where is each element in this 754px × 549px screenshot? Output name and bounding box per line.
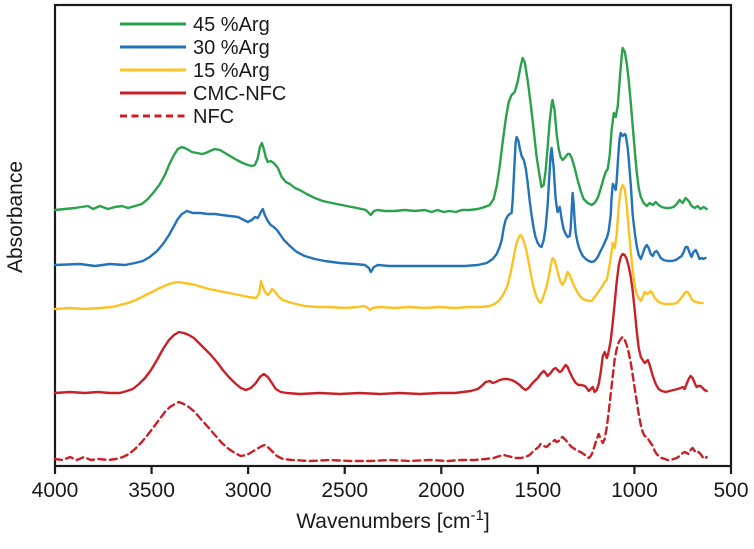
- x-tick-label: 500: [713, 479, 748, 502]
- legend-item: 15 %Arg: [120, 60, 270, 82]
- y-axis-title: Absorbance: [4, 161, 27, 273]
- series-curve-0: [53, 46, 708, 217]
- x-tick-label: 3000: [225, 479, 272, 502]
- legend-label: 30 %Arg: [193, 37, 270, 59]
- x-tick-label: 2000: [418, 479, 465, 502]
- series-curve-4: [53, 335, 708, 463]
- x-tick-label: 3500: [128, 479, 175, 502]
- x-tick-label: 2500: [321, 479, 368, 502]
- x-axis-title: Wavenumbers [cm-1]: [296, 507, 489, 533]
- series-curve-1: [53, 131, 707, 274]
- spectra-curves: [53, 46, 708, 463]
- legend-label: 45 %Arg: [193, 14, 270, 36]
- plot-frame: [53, 3, 733, 468]
- x-tick-label: 4000: [32, 479, 79, 502]
- legend-item: 30 %Arg: [120, 37, 270, 59]
- legend-label: NFC: [193, 106, 234, 128]
- series-curve-3: [53, 252, 708, 396]
- x-axis-ticks: 4000 3500 3000 2500 2000 1500 1000 500: [32, 466, 749, 502]
- legend-label: CMC-NFC: [193, 83, 286, 105]
- legend-item: NFC: [120, 106, 234, 128]
- series-curve-2: [53, 183, 704, 312]
- superscript-minus-one: -1: [471, 507, 484, 524]
- legend-label: 15 %Arg: [193, 60, 270, 82]
- legend-item: 45 %Arg: [120, 14, 270, 36]
- x-tick-label: 1500: [514, 479, 561, 502]
- legend-item: CMC-NFC: [120, 83, 286, 105]
- x-tick-label: 1000: [611, 479, 658, 502]
